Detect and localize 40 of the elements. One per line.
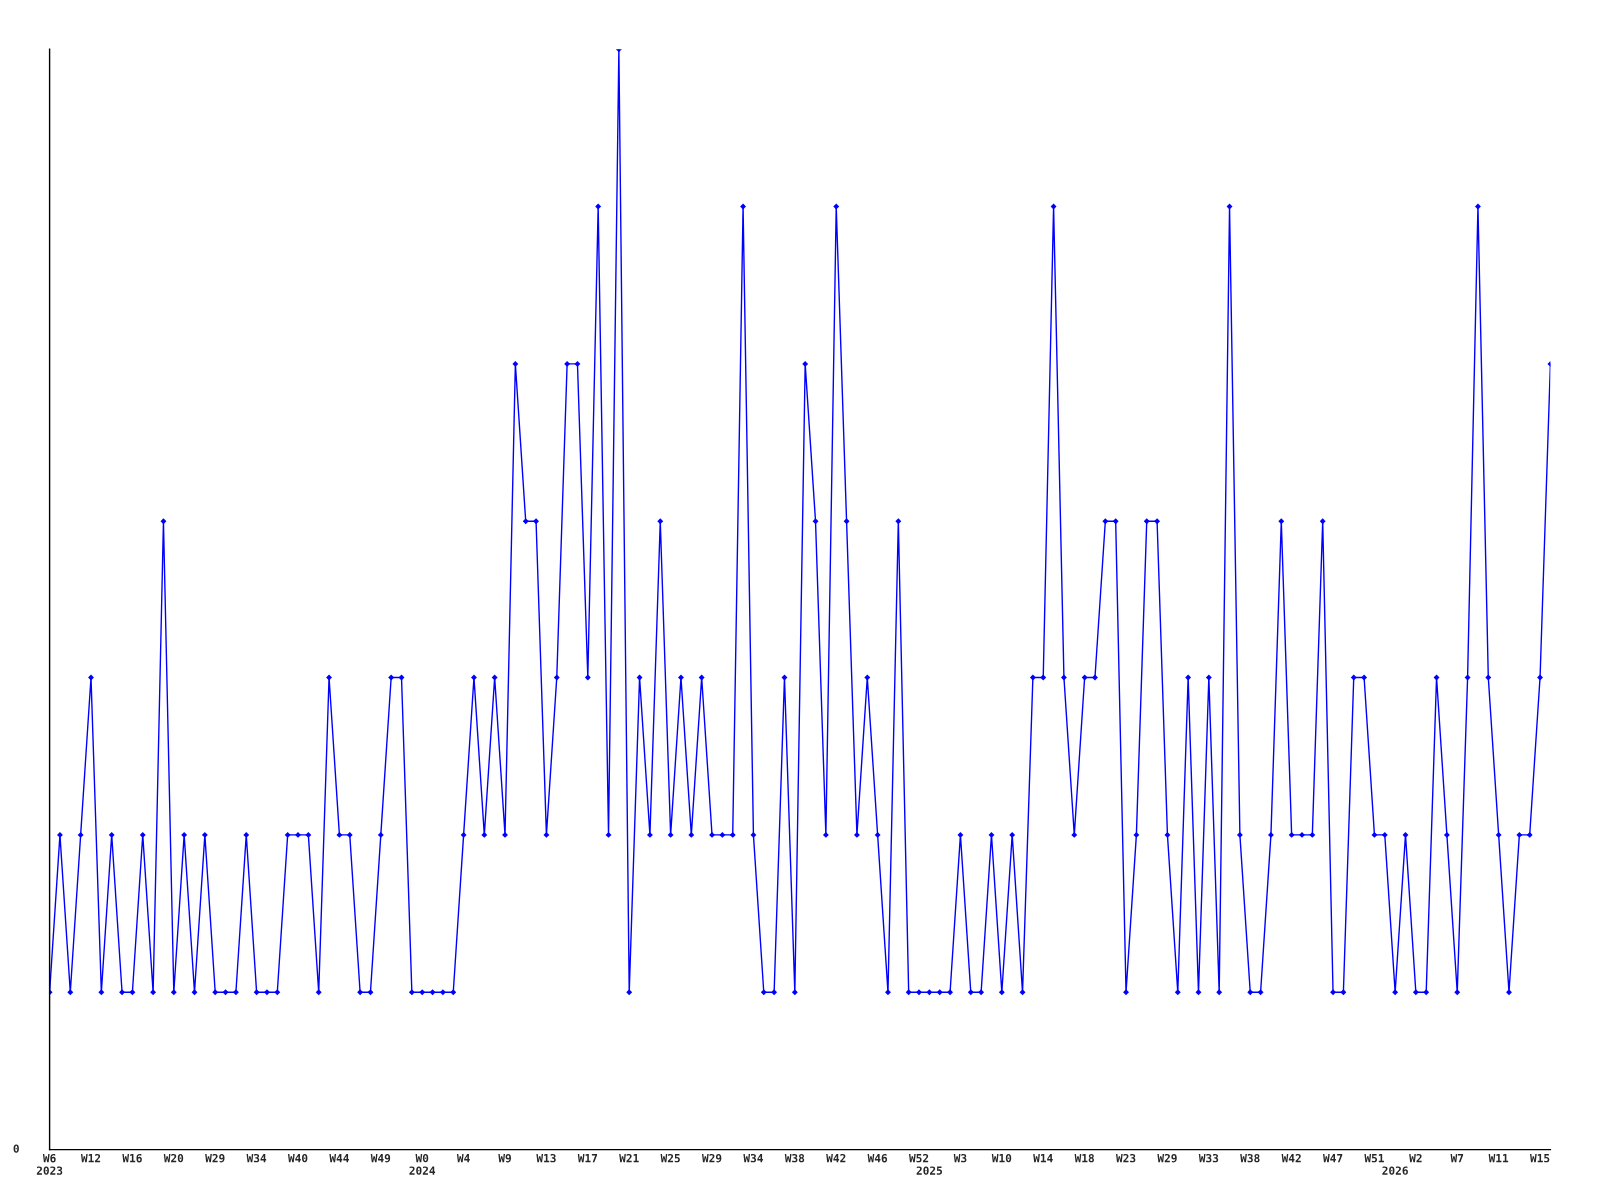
x-tick-label: W2 [1409, 1153, 1422, 1163]
x-tick-label: W42 [826, 1153, 846, 1163]
x-tick-label: W11 [1488, 1154, 1509, 1163]
x-tick-label: W38 [1240, 1153, 1260, 1163]
x-tick-label: W34 [246, 1153, 267, 1163]
x-tick-label: W33 [1198, 1153, 1219, 1163]
x-tick-label: 2026 [1382, 1166, 1408, 1175]
x-tick-label: W49 [370, 1154, 391, 1163]
x-tick-label: W46 [867, 1153, 888, 1163]
x-tick-label: W13 [536, 1153, 556, 1163]
x-tick-label: W4 [456, 1154, 470, 1163]
x-tick-label: W40 [287, 1153, 308, 1163]
x-tick-label: W42 [1281, 1153, 1301, 1163]
x-tick-label: W23 [1116, 1153, 1136, 1163]
x-tick-label: W25 [660, 1153, 680, 1163]
x-tick-label: W15 [1530, 1154, 1550, 1163]
x-tick-label: W14 [1033, 1154, 1053, 1163]
x-tick-label: W29 [701, 1153, 722, 1163]
x-tick-label: W6 2023 [36, 1153, 63, 1175]
x-tick-label: W29 [1157, 1153, 1177, 1163]
x-tick-label: W16 [122, 1153, 142, 1163]
x-tick-label: W9 [498, 1154, 511, 1163]
x-tick-label: W51 [1364, 1154, 1384, 1163]
x-tick-label: W3 [953, 1153, 967, 1163]
x-tick-label: W21 [619, 1153, 639, 1163]
x-tick-label: W7 [1450, 1154, 1464, 1163]
x-tick-label: W34 [743, 1153, 763, 1163]
x-tick-label: W38 [784, 1153, 805, 1163]
x-tick-label: W52 [909, 1153, 929, 1163]
x-tick-label: W29 [205, 1153, 225, 1163]
x-tick-label: W20 [163, 1153, 184, 1163]
x-tick-label: W44 [329, 1154, 349, 1163]
text: 0 [13, 1144, 19, 1153]
x-tick-label: W17 [577, 1154, 598, 1163]
x-tick-label: W0 2024 [409, 1153, 436, 1175]
x-tick-label: W18 [1074, 1153, 1094, 1163]
x-tick-label: W10 [991, 1153, 1012, 1163]
x-tick-label: W12 [80, 1153, 101, 1163]
x-tick-label: W47 [1323, 1154, 1343, 1163]
x-tick-label: 2025 [916, 1166, 943, 1175]
